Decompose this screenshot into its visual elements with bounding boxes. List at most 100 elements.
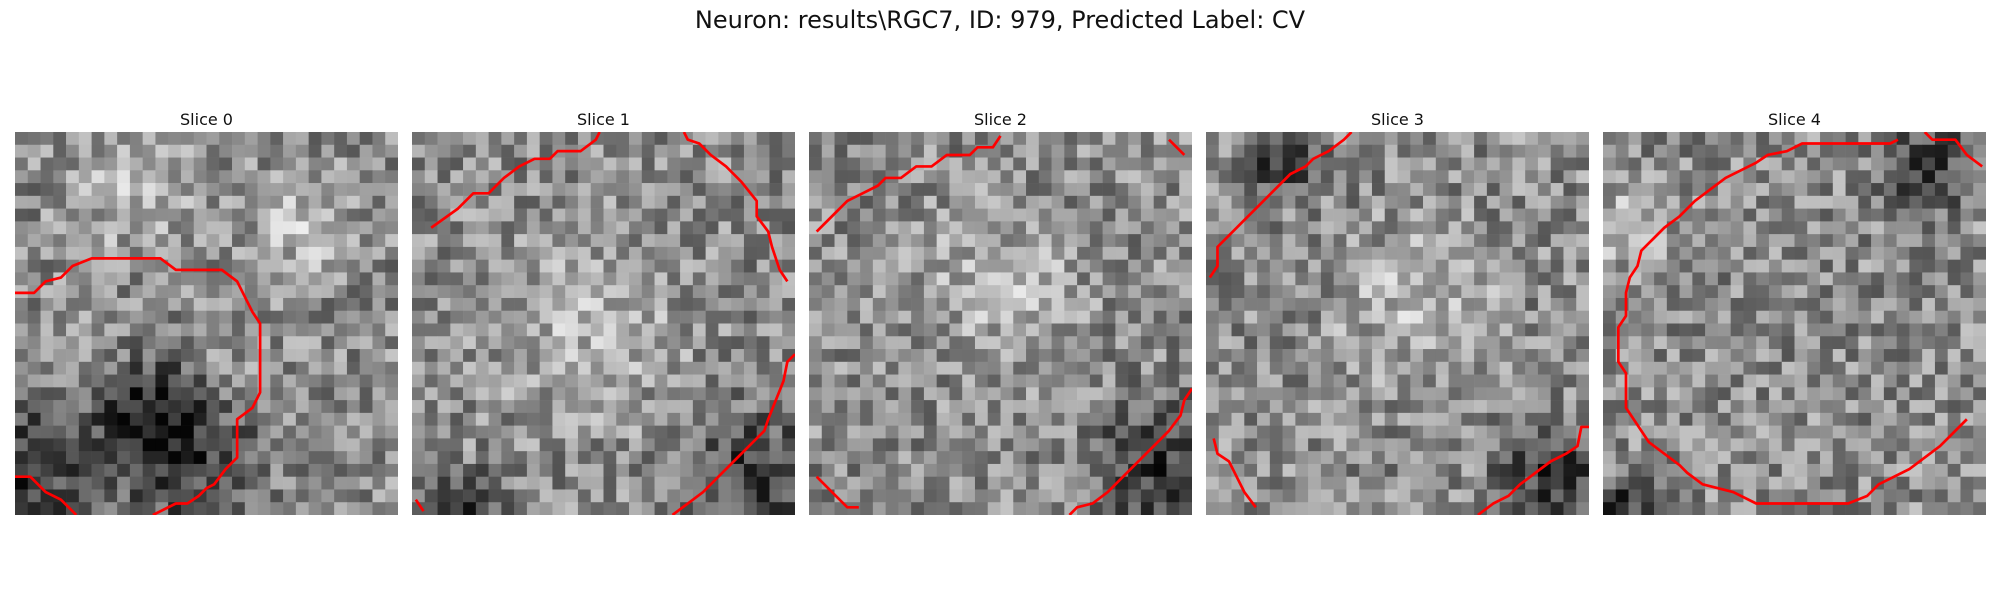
image-pixel xyxy=(885,221,899,235)
image-pixel xyxy=(1832,285,1846,299)
image-pixel xyxy=(1576,349,1589,363)
image-pixel xyxy=(834,183,848,197)
image-pixel xyxy=(1832,425,1846,439)
image-pixel xyxy=(1448,183,1462,197)
image-pixel xyxy=(1115,400,1129,414)
image-pixel xyxy=(731,336,745,350)
image-pixel xyxy=(142,374,156,388)
image-pixel xyxy=(1922,374,1936,388)
image-pixel xyxy=(692,400,706,414)
image-pixel xyxy=(1166,157,1180,171)
image-pixel xyxy=(475,400,489,414)
image-pixel xyxy=(526,272,540,286)
image-pixel xyxy=(1346,502,1360,515)
image-pixel xyxy=(718,234,732,248)
image-pixel xyxy=(219,246,233,260)
image-pixel xyxy=(616,489,630,503)
image-pixel xyxy=(308,144,322,158)
image-pixel xyxy=(1000,272,1014,286)
image-pixel xyxy=(1089,246,1103,260)
image-pixel xyxy=(1679,361,1693,375)
image-pixel xyxy=(424,374,438,388)
image-pixel xyxy=(1435,400,1449,414)
image-pixel xyxy=(1730,412,1744,426)
image-pixel xyxy=(1781,361,1795,375)
image-pixel xyxy=(475,195,489,209)
image-pixel xyxy=(53,336,67,350)
image-pixel xyxy=(1756,463,1770,478)
image-pixel xyxy=(1705,438,1719,452)
image-pixel xyxy=(1832,272,1846,286)
image-pixel xyxy=(1051,208,1065,222)
image-pixel xyxy=(1679,412,1693,426)
image-pixel xyxy=(731,157,745,171)
image-pixel xyxy=(1922,170,1936,184)
image-pixel xyxy=(1654,412,1668,426)
image-pixel xyxy=(603,387,617,401)
image-pixel xyxy=(1934,425,1949,439)
image-pixel xyxy=(1641,476,1655,490)
image-pixel xyxy=(577,374,592,388)
image-pixel xyxy=(949,195,963,209)
image-pixel xyxy=(1359,374,1373,388)
image-pixel xyxy=(1628,502,1642,515)
image-pixel xyxy=(372,374,386,388)
image-pixel xyxy=(1153,246,1167,260)
image-pixel xyxy=(872,400,886,414)
image-pixel xyxy=(641,387,655,401)
image-pixel xyxy=(1051,374,1065,388)
image-pixel xyxy=(1537,208,1552,222)
image-pixel xyxy=(1064,400,1078,414)
image-pixel xyxy=(142,323,156,337)
image-pixel xyxy=(1641,349,1655,363)
image-pixel xyxy=(1359,451,1373,465)
image-pixel xyxy=(782,132,795,146)
image-pixel xyxy=(1603,297,1617,312)
image-pixel xyxy=(705,246,719,260)
image-pixel xyxy=(1333,183,1347,197)
image-pixel xyxy=(437,400,451,414)
image-pixel xyxy=(1512,451,1526,465)
image-pixel xyxy=(66,451,80,465)
image-pixel xyxy=(1909,476,1923,490)
image-pixel xyxy=(1845,234,1859,248)
image-pixel xyxy=(923,502,937,515)
image-pixel xyxy=(962,451,976,465)
image-pixel xyxy=(552,272,566,286)
image-pixel xyxy=(129,259,143,273)
image-pixel xyxy=(257,425,271,439)
image-pixel xyxy=(1603,144,1617,158)
image-pixel xyxy=(898,221,912,235)
image-pixel xyxy=(450,489,464,503)
image-pixel xyxy=(552,132,566,146)
image-pixel xyxy=(1013,412,1027,426)
image-pixel xyxy=(860,221,874,235)
image-pixel xyxy=(437,170,451,184)
image-pixel xyxy=(667,387,681,401)
image-pixel xyxy=(1346,349,1360,363)
image-pixel xyxy=(590,259,604,273)
image-pixel xyxy=(629,463,643,478)
image-pixel xyxy=(180,349,195,363)
image-pixel xyxy=(40,502,54,515)
image-pixel xyxy=(539,285,553,299)
image-pixel xyxy=(1537,438,1552,452)
image-pixel xyxy=(1692,183,1706,197)
image-pixel xyxy=(603,463,617,478)
image-pixel xyxy=(1423,476,1437,490)
image-pixel xyxy=(1000,425,1014,439)
image-pixel xyxy=(1423,451,1437,465)
image-pixel xyxy=(437,272,451,286)
image-pixel xyxy=(1206,157,1220,171)
image-pixel xyxy=(718,208,732,222)
image-pixel xyxy=(1077,476,1091,490)
image-pixel xyxy=(501,502,515,515)
image-pixel xyxy=(488,157,502,171)
image-pixel xyxy=(1628,195,1642,209)
image-pixel xyxy=(206,412,220,426)
image-pixel xyxy=(1730,361,1744,375)
image-pixel xyxy=(1512,400,1526,414)
image-pixel xyxy=(872,259,886,273)
image-pixel xyxy=(463,451,477,465)
image-pixel xyxy=(514,361,528,375)
